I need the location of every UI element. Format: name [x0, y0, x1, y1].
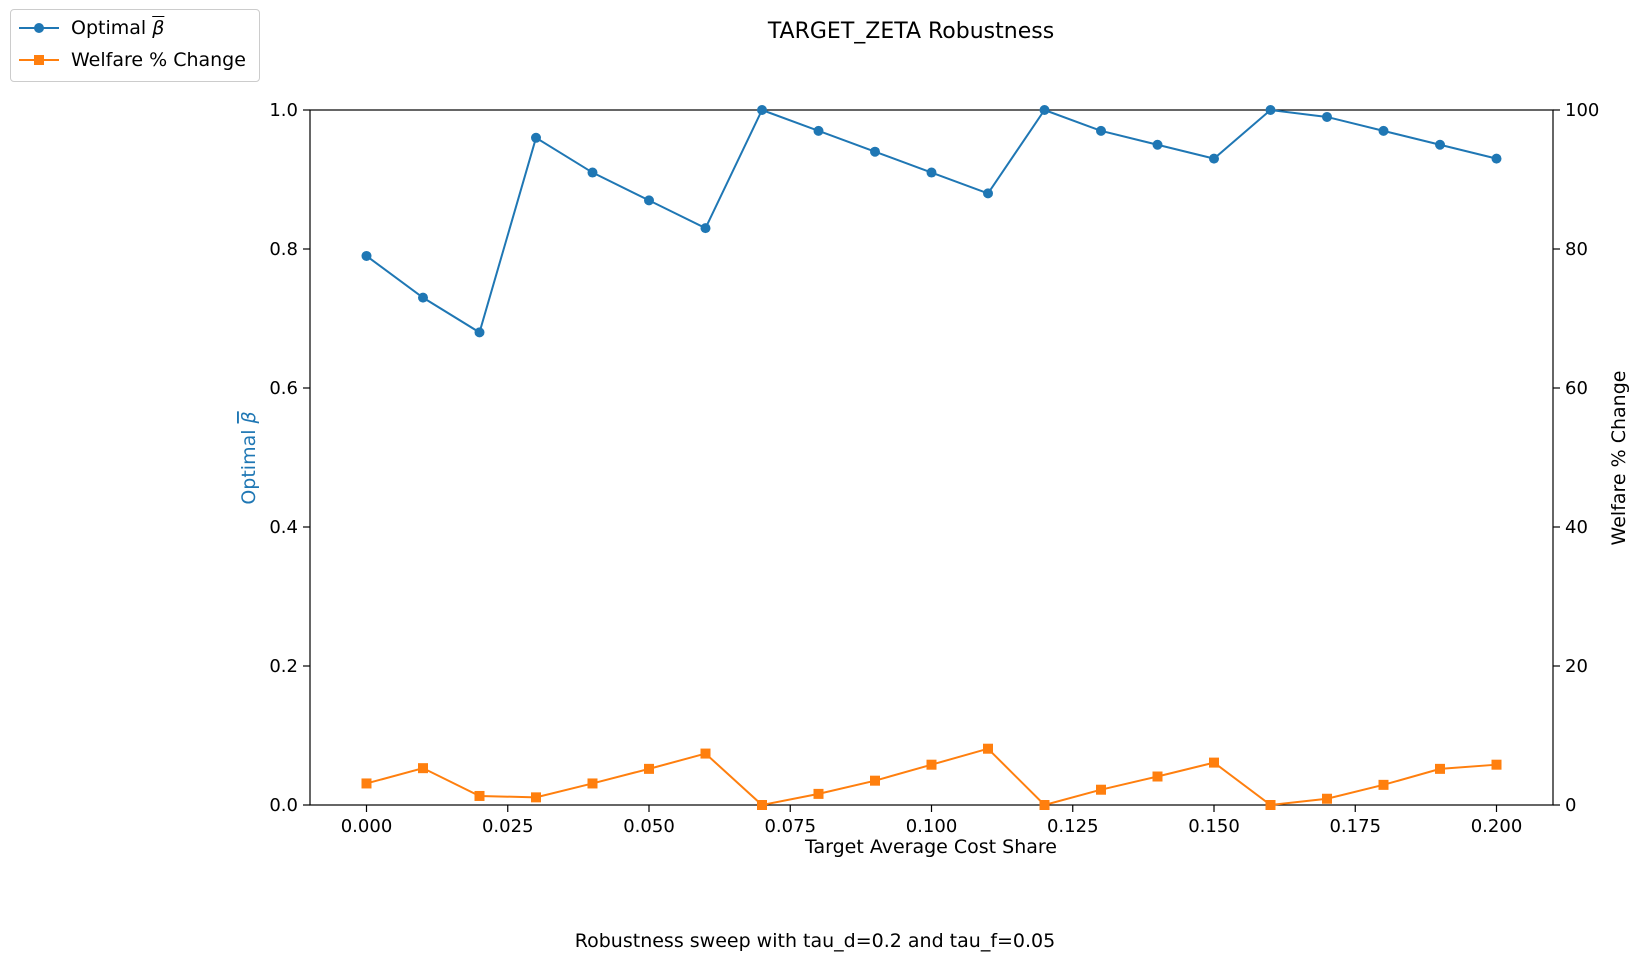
- series-point-circle: [1435, 139, 1445, 150]
- series-point-circle: [1491, 153, 1502, 164]
- series-point-circle: [757, 105, 767, 115]
- series-point-circle: [1322, 111, 1332, 122]
- series-point-square: [926, 759, 937, 770]
- legend-item-welfare: Welfare % Change: [19, 46, 246, 74]
- series-point-square: [1491, 759, 1502, 770]
- series-point-square: [644, 763, 654, 774]
- y-left-tick-label: 1.0: [269, 100, 298, 121]
- series-point-circle: [870, 146, 880, 157]
- y-right-tick-label: 100: [1565, 100, 1599, 121]
- legend: Optimal β Welfare % Change: [10, 9, 260, 82]
- chart-title: TARGET_ZETA Robustness: [767, 19, 1054, 44]
- series-point-circle: [1096, 125, 1106, 136]
- legend-item-optimal-beta: Optimal β: [19, 14, 164, 42]
- series-point-circle: [983, 188, 993, 199]
- y-axis-right-label: Welfare % Change: [1608, 371, 1630, 546]
- x-axis-label: Target Average Cost Share: [804, 836, 1057, 858]
- series-point-square: [757, 800, 767, 810]
- series-point-square: [361, 778, 372, 789]
- series-point-circle: [644, 195, 654, 206]
- x-tick-label: 0.175: [1329, 816, 1381, 837]
- series-point-square: [1209, 757, 1219, 768]
- series-point-circle: [587, 167, 598, 178]
- legend-label-optimal-beta: Optimal β: [71, 17, 164, 39]
- series-point-circle: [1265, 105, 1276, 115]
- series-point-circle: [474, 327, 485, 338]
- series-point-square: [983, 743, 993, 754]
- x-tick-label: 0.200: [1471, 816, 1523, 837]
- y-right-tick-label: 20: [1565, 656, 1588, 677]
- series-point-circle: [361, 250, 372, 261]
- x-tick-label: 0.125: [1047, 816, 1099, 837]
- legend-swatch-square-icon: [19, 50, 59, 70]
- series-point-circle: [926, 167, 937, 178]
- series-layer: [361, 105, 1502, 810]
- x-tick-label: 0.050: [623, 816, 675, 837]
- series-point-square: [1265, 800, 1276, 810]
- series-point-square: [1322, 793, 1332, 804]
- y-left-tick-label: 0.8: [269, 239, 298, 260]
- series-point-square: [418, 763, 428, 774]
- series-point-square: [1435, 763, 1445, 774]
- series-point-square: [870, 775, 880, 786]
- x-tick-label: 0.000: [341, 816, 393, 837]
- y-right-tick-label: 60: [1565, 378, 1588, 399]
- y-axis-left-label: Optimal β: [238, 411, 260, 504]
- y-left-tick-label: 0.0: [269, 795, 298, 816]
- y-right-tick-label: 80: [1565, 239, 1588, 260]
- y-axis-left-label-text: Optimal: [238, 423, 260, 504]
- y-right-tick-label: 0: [1565, 795, 1576, 816]
- series-point-square: [474, 790, 485, 801]
- series-line-0: [365, 108, 1497, 334]
- series-point-square: [587, 778, 598, 789]
- axes: 0.000 0.025 0.050 0.075 0.100 0.125 0.150 0.175…: [269, 100, 1599, 837]
- y-axis-left-label-symbol: β: [238, 411, 260, 424]
- legend-label-welfare: Welfare % Change: [71, 49, 246, 71]
- series-point-circle: [1209, 153, 1219, 164]
- y-left-tick-label: 0.4: [269, 517, 298, 538]
- series-point-square: [1378, 779, 1389, 790]
- x-tick-label: 0.150: [1188, 816, 1240, 837]
- series-point-circle: [1152, 139, 1163, 150]
- x-tick-label: 0.075: [764, 816, 816, 837]
- legend-label-optimal-text: Optimal: [71, 17, 153, 39]
- y-left-tick-label: 0.2: [269, 656, 298, 677]
- series-point-square: [1152, 771, 1163, 782]
- chart-caption: Robustness sweep with tau_d=0.2 and tau_…: [574, 930, 1056, 952]
- legend-label-beta-symbol: β: [152, 17, 165, 39]
- series-point-square: [531, 792, 541, 803]
- series-point-circle: [700, 223, 711, 234]
- series-point-square: [1096, 784, 1106, 795]
- legend-swatch-circle-icon: [19, 18, 59, 38]
- series-point-square: [813, 788, 824, 799]
- y-right-tick-label: 40: [1565, 517, 1588, 538]
- series-point-circle: [531, 132, 541, 143]
- series-point-circle: [1039, 105, 1050, 115]
- series-point-circle: [813, 125, 824, 136]
- plot-frame: [309, 109, 1554, 806]
- series-point-square: [700, 748, 711, 759]
- series-point-circle: [418, 292, 428, 303]
- y-left-tick-label: 0.6: [269, 378, 298, 399]
- series-point-square: [1039, 800, 1050, 810]
- x-tick-label: 0.025: [482, 816, 534, 837]
- x-tick-label: 0.100: [906, 816, 958, 837]
- series-point-circle: [1378, 125, 1389, 136]
